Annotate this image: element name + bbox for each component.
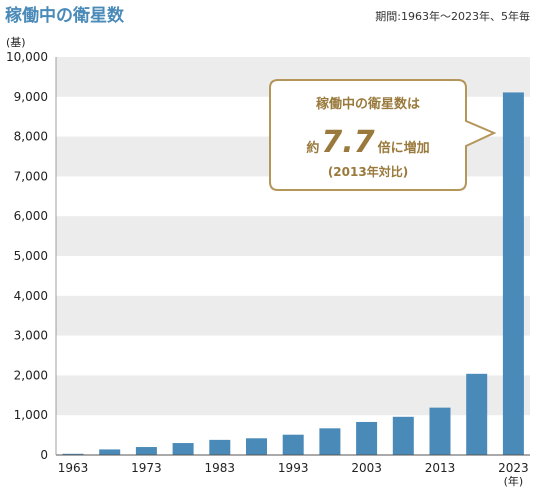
chart-title: 稼働中の衛星数 — [5, 6, 124, 26]
y-tick-label: 1,000 — [14, 408, 48, 422]
x-tick-label: 1973 — [131, 461, 162, 475]
callout-note: (2013年対比) — [328, 164, 408, 179]
callout-multiplier: 7.7 — [321, 125, 374, 160]
callout-suffix: 倍に増加 — [378, 140, 430, 156]
x-tick-label: 1993 — [278, 461, 309, 475]
grid-band — [56, 375, 530, 416]
callout-line1: 稼働中の衛星数は — [316, 96, 420, 112]
bar-2013 — [429, 407, 451, 455]
x-tick-label: 2003 — [351, 461, 382, 475]
bar-1988 — [246, 438, 267, 455]
bar-2008 — [392, 416, 414, 455]
bar-1998 — [319, 428, 341, 455]
y-tick-label: 2,000 — [14, 368, 48, 382]
bars — [62, 92, 524, 455]
x-tick-label: 1963 — [58, 461, 89, 475]
bar-1983 — [209, 439, 231, 455]
callout-prefix: 約 — [306, 140, 319, 156]
y-tick-label: 9,000 — [14, 90, 48, 104]
period-note: 期間:1963年〜2023年、5年毎 — [375, 10, 530, 23]
y-tick-label: 5,000 — [14, 249, 48, 263]
bar-2018 — [466, 373, 488, 455]
x-axis-ticks: 1963 1973 1983 1993 2003 2013 2023 — [58, 461, 529, 475]
bar-1993 — [282, 434, 304, 455]
grid-band — [56, 216, 530, 256]
bar-1973 — [135, 447, 157, 455]
x-axis-unit: (年) — [504, 474, 524, 488]
y-tick-label: 6,000 — [14, 209, 48, 223]
y-tick-label: 8,000 — [14, 130, 48, 144]
bar-2023 — [502, 92, 524, 455]
bar-1978 — [172, 443, 194, 455]
callout-bubble — [269, 79, 497, 191]
x-tick-label: 2023 — [498, 461, 529, 475]
grid-band — [56, 295, 530, 336]
x-tick-label: 1983 — [205, 461, 236, 475]
callout-main-line: 約7.7 倍に増加 — [306, 125, 429, 160]
callout: 稼働中の衛星数は 約7.7 倍に増加 (2013年対比) — [269, 79, 497, 191]
y-tick-label: 10,000 — [6, 50, 48, 64]
y-axis-unit: (基) — [6, 36, 26, 49]
bar-1968 — [99, 449, 121, 455]
y-tick-label: 7,000 — [14, 169, 48, 183]
y-tick-label: 4,000 — [14, 289, 48, 303]
bar-2003 — [356, 421, 378, 455]
x-tick-label: 2013 — [425, 461, 456, 475]
y-tick-label: 3,000 — [14, 329, 48, 343]
y-tick-label: 0 — [40, 448, 48, 462]
y-axis-ticks: 0 1,000 2,000 3,000 4,000 5,000 6,000 7,000 8,00… — [6, 50, 48, 462]
bar-1963 — [62, 453, 84, 455]
